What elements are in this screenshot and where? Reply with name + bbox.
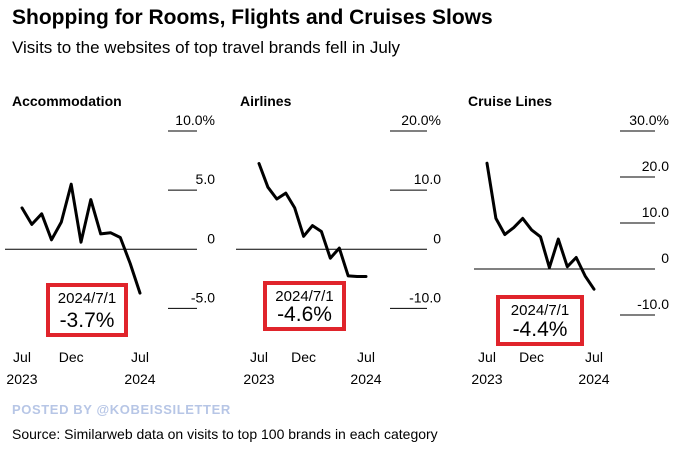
annotation-value: -4.4%: [513, 318, 568, 341]
x-tick-year-label: 2023: [243, 371, 274, 387]
y-tick-label: 0: [661, 250, 669, 266]
annotation-value: -3.7%: [60, 309, 115, 332]
x-tick-label: Dec: [519, 349, 544, 365]
x-tick-label: Jul: [478, 349, 496, 365]
x-tick-label: Jul: [357, 349, 375, 365]
x-tick-year-label: 2023: [6, 371, 37, 387]
x-tick-label: Jul: [250, 349, 268, 365]
annotation-box: [263, 281, 346, 331]
y-tick-label: 20.0%: [401, 112, 441, 128]
panel-title: Accommodation: [12, 93, 122, 109]
series-line: [257, 162, 368, 278]
panel-title: Airlines: [240, 93, 292, 109]
annotation-date: 2024/7/1: [511, 302, 569, 319]
y-tick-label: -10.0: [637, 296, 669, 312]
annotation-value: -4.6%: [277, 303, 332, 326]
panel-cruise-lines: Cruise Lines 30.0% 20.0 10.0 0 -10.0 Jul 2023 De…: [468, 93, 669, 387]
source-note: Source: Similarweb data on visits to top…: [12, 426, 438, 442]
series-line: [20, 182, 142, 295]
watermark-text: POSTED BY @KOBEISSILETTER: [12, 402, 231, 417]
y-tick-label: -10.0: [409, 289, 441, 305]
x-tick-year-label: 2024: [578, 371, 609, 387]
x-tick-label: Jul: [131, 349, 149, 365]
y-tick-label: 10.0%: [175, 112, 215, 128]
y-tick-label: 10.0: [642, 204, 669, 220]
panel-title: Cruise Lines: [468, 93, 552, 109]
annotation-box: [46, 283, 128, 337]
y-tick-label: 30.0%: [629, 112, 669, 128]
y-tick-label: 20.0: [642, 158, 669, 174]
chart-title: Shopping for Rooms, Flights and Cruises …: [12, 6, 493, 29]
y-tick-label: 0: [207, 230, 215, 246]
chart-subtitle: Visits to the websites of top travel bra…: [12, 38, 401, 57]
x-tick-year-label: 2024: [124, 371, 155, 387]
x-tick-year-label: 2024: [350, 371, 381, 387]
y-tick-label: 5.0: [196, 171, 216, 187]
panel-airlines: Airlines 20.0% 10.0 0 -10.0 Jul 2023 Dec Jul 2024…: [236, 93, 441, 387]
annotation-date: 2024/7/1: [58, 290, 116, 307]
charts-svg: Accommodation 10.0% 5.0 0 -5.0 Jul 2023 Dec Jul 2…: [5, 93, 669, 387]
x-tick-year-label: 2023: [471, 371, 502, 387]
y-tick-label: 10.0: [414, 171, 441, 187]
y-tick-label: -5.0: [191, 289, 215, 305]
series-line: [485, 161, 596, 291]
annotation-box: [496, 295, 584, 346]
panel-accommodation: Accommodation 10.0% 5.0 0 -5.0 Jul 2023 Dec Jul 2…: [5, 93, 215, 387]
x-tick-label: Jul: [585, 349, 603, 365]
x-tick-label: Jul: [13, 349, 31, 365]
x-tick-label: Dec: [291, 349, 316, 365]
x-tick-label: Dec: [59, 349, 84, 365]
annotation-date: 2024/7/1: [275, 288, 333, 305]
y-tick-label: 0: [433, 230, 441, 246]
